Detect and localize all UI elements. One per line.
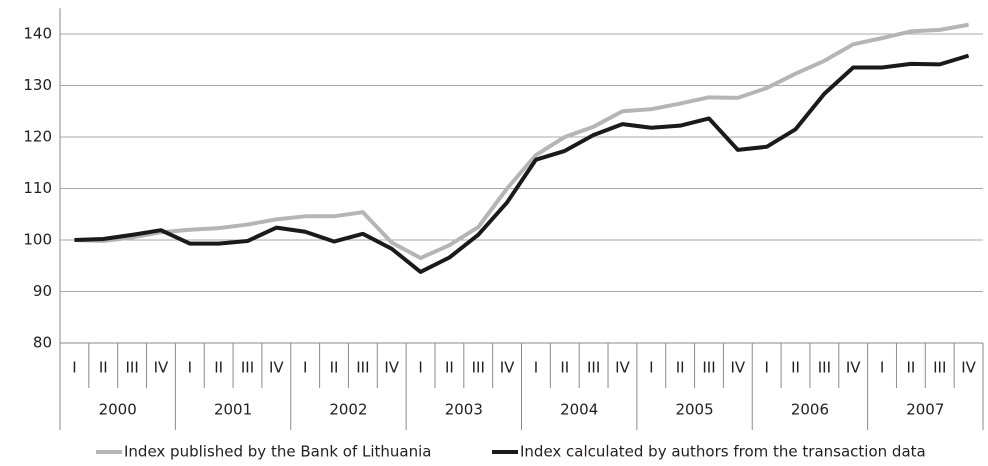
x-tick-label: I [72,359,76,377]
y-tick-label: 120 [23,128,52,146]
group-label: 2000 [99,401,137,419]
x-tick-label: I [188,359,192,377]
x-tick-label: III [356,359,369,377]
series-line [74,53,970,274]
group-label: 2001 [214,401,252,419]
x-tick-label: III [125,359,138,377]
x-tick-label: IV [500,359,515,377]
x-tick-label: I [418,359,422,377]
x-tick-label: I [880,359,884,377]
y-tick-label: 90 [33,282,52,300]
x-tick-label: II [560,359,569,377]
group-label: 2007 [906,401,944,419]
legend-label: Index published by the Bank of Lithuania [124,443,432,461]
y-tick-label: 100 [23,231,52,249]
y-tick-label: 110 [23,179,52,197]
x-tick-label: IV [269,359,284,377]
series-line [74,22,969,261]
x-tick-label: II [330,359,339,377]
x-tick-label: III [702,359,715,377]
x-tick-label: I [303,359,307,377]
x-tick-label: I [534,359,538,377]
x-tick-label: IV [384,359,399,377]
x-tick-label: IV [154,359,169,377]
group-label: 2006 [791,401,829,419]
x-tick-label: IV [846,359,861,377]
y-tick-label: 130 [23,76,52,94]
x-tick-label: II [906,359,915,377]
group-label: 2005 [675,401,713,419]
x-tick-label: III [241,359,254,377]
x-tick-label: II [445,359,454,377]
x-tick-label: IV [730,359,745,377]
x-tick-label: IV [615,359,630,377]
x-tick-label: II [99,359,108,377]
x-tick-label: IV [961,359,976,377]
x-tick-label: I [649,359,653,377]
x-tick-label: II [214,359,223,377]
x-tick-label: III [933,359,946,377]
legend-label: Index calculated by authors from the tra… [520,443,926,461]
x-tick-label: III [587,359,600,377]
group-label: 2002 [329,401,367,419]
group-label: 2004 [560,401,598,419]
y-tick-label: 80 [33,334,52,352]
x-tick-label: II [676,359,685,377]
x-tick-label: I [764,359,768,377]
x-tick-label: III [472,359,485,377]
x-tick-label: III [818,359,831,377]
y-tick-label: 140 [23,25,52,43]
group-label: 2003 [445,401,483,419]
x-tick-label: II [791,359,800,377]
